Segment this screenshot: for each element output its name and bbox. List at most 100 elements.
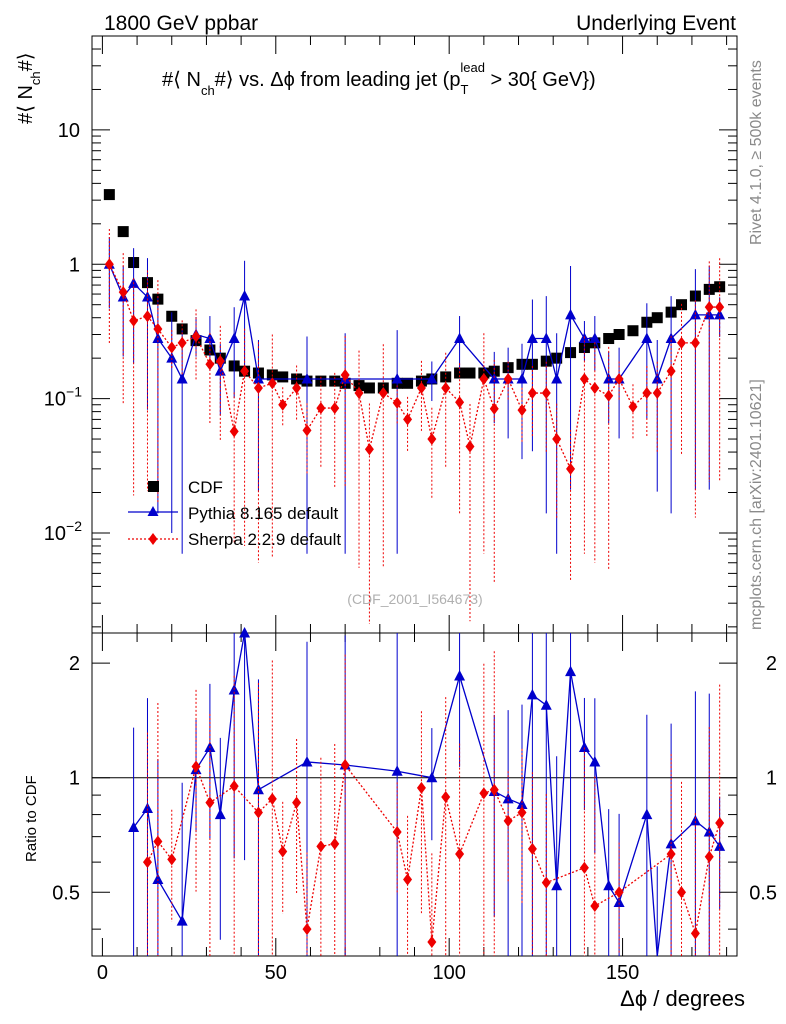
- point-sherpa: [229, 425, 239, 438]
- point-pythia: [526, 332, 538, 344]
- ratio-point-sherpa: [715, 817, 725, 830]
- ratio-point-sherpa: [340, 758, 350, 771]
- main-y-tick-label: 1: [69, 254, 80, 276]
- ratio-point-pythia: [176, 915, 188, 926]
- point-pythia: [166, 352, 178, 363]
- point-sherpa: [364, 443, 374, 456]
- ratio-point-pythia: [578, 741, 590, 753]
- side-label-top: Rivet 4.1.0, ≥ 500k events: [748, 60, 765, 245]
- ratio-point-sherpa: [677, 886, 687, 899]
- legend: CDF Pythia 8.165 default Sherpa 2.2.9 de…: [128, 478, 341, 549]
- ratio-point-sherpa: [666, 848, 676, 861]
- point-pythia: [426, 372, 438, 384]
- main-y-tick-exp: −1: [66, 384, 82, 400]
- point-sherpa: [142, 310, 152, 323]
- main-y-tick-base: 10: [58, 120, 80, 142]
- main-y-tick-label: 10: [58, 120, 80, 142]
- ratio-point-pythia: [152, 873, 164, 885]
- ylabel-sub: ch: [28, 71, 43, 85]
- point-sherpa: [118, 286, 128, 299]
- ratio-point-pythia: [516, 798, 528, 810]
- main-y-tick-exp: −2: [66, 518, 82, 534]
- ratio-point-pythia: [603, 879, 615, 891]
- point-sherpa: [614, 372, 624, 385]
- x-tick-label: 50: [265, 962, 287, 984]
- ratio-point-sherpa: [590, 900, 600, 913]
- point-sherpa: [392, 396, 402, 409]
- point-sherpa: [330, 402, 340, 415]
- ratio-point-pythia: [391, 765, 403, 776]
- ratio-point-sherpa: [541, 876, 551, 889]
- ratio-point-pythia: [540, 699, 552, 710]
- point-sherpa: [566, 462, 576, 475]
- point-cdf: [103, 189, 115, 201]
- point-sherpa: [340, 368, 350, 381]
- title-part-post: > 30{ GeV}): [485, 69, 596, 91]
- point-sherpa: [652, 387, 662, 400]
- legend-pythia-marker: [147, 506, 159, 516]
- ratio-point-pythia: [239, 627, 251, 638]
- ratio-point-pythia: [426, 771, 438, 783]
- point-sherpa: [715, 301, 725, 314]
- main-y-tick-base: 10: [44, 389, 66, 411]
- point-pythia: [391, 372, 403, 384]
- point-sherpa: [552, 433, 562, 446]
- ratio-point-sherpa: [191, 760, 201, 773]
- ratio-point-pythia: [454, 670, 466, 681]
- ratio-point-sherpa: [142, 856, 152, 869]
- point-sherpa: [455, 396, 465, 409]
- ratio-line-sherpa: [146, 763, 721, 943]
- ratio-y-ticks: 0.5 0.5 1 1 2 2: [52, 653, 777, 930]
- point-pythia: [565, 308, 577, 320]
- title-part-sup2: lead: [460, 60, 485, 75]
- point-pythia: [714, 308, 726, 320]
- point-sherpa: [489, 402, 499, 415]
- ratio-line-pythia: [133, 632, 721, 957]
- point-sherpa: [205, 358, 215, 371]
- ratio-y-tick-label-left: 2: [69, 653, 80, 675]
- title-part-pre: #⟨ N: [162, 69, 201, 91]
- point-sherpa: [403, 413, 413, 426]
- legend-cdf-marker: [148, 481, 159, 492]
- main-ylabel: #⟨ Nch#⟩: [15, 52, 43, 124]
- ratio-y-tick-label-right: 1: [766, 768, 777, 790]
- ratio-point-sherpa: [614, 886, 624, 899]
- point-sherpa: [354, 387, 364, 400]
- point-sherpa: [267, 377, 277, 390]
- point-sherpa: [465, 440, 475, 453]
- point-sherpa: [416, 381, 426, 394]
- ratio-point-sherpa: [441, 790, 451, 803]
- point-sherpa: [253, 381, 263, 394]
- point-sherpa: [278, 398, 288, 411]
- point-cdf: [651, 312, 663, 324]
- ratio-point-pythia: [214, 808, 226, 820]
- point-sherpa: [690, 336, 700, 349]
- point-sherpa: [590, 381, 600, 394]
- point-sherpa: [378, 387, 388, 400]
- ratio-point-sherpa: [153, 835, 163, 848]
- point-sherpa: [191, 330, 201, 343]
- side-label-bottom: mcplots.cern.ch [arXiv:2401.10621]: [748, 379, 765, 630]
- x-ticks: 0 50 100 150: [97, 36, 728, 984]
- ratio-point-sherpa: [527, 842, 537, 855]
- point-cdf: [627, 325, 639, 337]
- point-sherpa: [579, 372, 589, 385]
- point-sherpa: [704, 301, 714, 314]
- ratio-ylabel: Ratio to CDF: [23, 775, 40, 862]
- point-sherpa: [153, 322, 163, 335]
- point-sherpa: [441, 381, 451, 394]
- point-sherpa: [427, 433, 437, 446]
- ratio-point-sherpa: [579, 861, 589, 874]
- main-y-tick-label: 10−2: [44, 518, 82, 545]
- point-cdf: [277, 371, 289, 383]
- title-part-sub2: T: [460, 82, 468, 97]
- series-line-pythia: [108, 263, 720, 382]
- point-sherpa: [527, 387, 537, 400]
- ratio-point-pythia: [613, 896, 625, 907]
- main-title: #⟨ Nch#⟩ vs. Δϕ from leading jet (pTlead…: [162, 60, 596, 98]
- ratio-point-sherpa: [416, 781, 426, 794]
- point-sherpa: [541, 387, 551, 400]
- point-pythia: [516, 372, 528, 384]
- ratio-point-sherpa: [517, 806, 527, 819]
- ratio-point-sherpa: [503, 814, 513, 827]
